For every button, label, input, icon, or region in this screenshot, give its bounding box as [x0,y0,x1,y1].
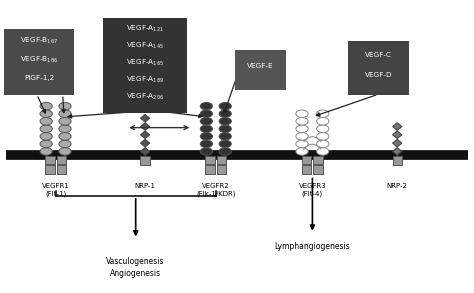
Text: VEGF-A$_{165}$: VEGF-A$_{165}$ [126,58,164,68]
Text: VEGF-A$_{145}$: VEGF-A$_{145}$ [126,41,164,51]
Polygon shape [140,115,150,122]
FancyBboxPatch shape [348,41,409,96]
Text: NRP-2: NRP-2 [387,183,408,189]
Circle shape [40,140,52,148]
FancyBboxPatch shape [235,50,286,90]
Circle shape [200,102,212,110]
FancyBboxPatch shape [392,156,402,165]
Circle shape [40,102,52,110]
Circle shape [59,110,71,117]
Text: VEGF-B$_{167}$: VEGF-B$_{167}$ [20,36,58,47]
Circle shape [296,110,308,117]
Circle shape [296,148,308,155]
Circle shape [219,132,231,140]
FancyBboxPatch shape [205,165,215,174]
Circle shape [200,125,212,132]
FancyBboxPatch shape [313,165,323,174]
Circle shape [317,117,329,125]
Text: VEGF-B$_{186}$: VEGF-B$_{186}$ [20,54,58,65]
Circle shape [296,140,308,148]
Circle shape [59,125,71,132]
FancyBboxPatch shape [313,156,323,164]
Text: Vasculogenesis
Angiogenesis: Vasculogenesis Angiogenesis [107,257,165,277]
Circle shape [200,132,212,140]
Circle shape [200,140,212,148]
Circle shape [296,117,308,125]
Circle shape [317,125,329,132]
FancyBboxPatch shape [302,165,311,174]
Text: PlGF-1,2: PlGF-1,2 [24,75,54,81]
Circle shape [59,148,71,155]
Circle shape [40,148,52,155]
Text: VEGF-A$_{121}$: VEGF-A$_{121}$ [126,24,164,34]
Text: VEGF-E: VEGF-E [247,63,274,69]
Circle shape [59,117,71,125]
Circle shape [59,102,71,110]
Text: VEGFR1
(Flt-1): VEGFR1 (Flt-1) [42,183,70,197]
Text: VEGFR3
(Flt-4): VEGFR3 (Flt-4) [299,183,326,197]
Text: VEGF-C: VEGF-C [365,52,392,57]
FancyBboxPatch shape [217,156,226,164]
Circle shape [59,140,71,148]
Circle shape [317,148,329,155]
Circle shape [59,132,71,140]
FancyBboxPatch shape [140,156,150,165]
Circle shape [219,102,231,110]
Text: VEGF-A$_{189}$: VEGF-A$_{189}$ [126,74,164,85]
Polygon shape [140,139,150,147]
FancyBboxPatch shape [45,156,55,164]
FancyBboxPatch shape [56,156,66,164]
Circle shape [200,117,212,125]
Polygon shape [392,148,402,155]
Circle shape [40,125,52,132]
Circle shape [40,132,52,140]
Circle shape [317,132,329,140]
FancyBboxPatch shape [56,165,66,174]
Text: VEGFR2
(Flk-1/KDR): VEGFR2 (Flk-1/KDR) [196,183,236,197]
Circle shape [317,140,329,148]
Circle shape [219,140,231,148]
Circle shape [219,148,231,155]
Circle shape [40,117,52,125]
Circle shape [317,110,329,117]
FancyBboxPatch shape [205,156,215,164]
Circle shape [200,110,212,117]
Polygon shape [140,123,150,130]
Polygon shape [392,123,402,130]
FancyBboxPatch shape [217,165,226,174]
Circle shape [219,110,231,117]
Circle shape [296,125,308,132]
Circle shape [40,110,52,117]
Polygon shape [140,131,150,139]
Circle shape [219,125,231,132]
Text: NRP-1: NRP-1 [135,183,155,189]
FancyBboxPatch shape [302,156,311,164]
FancyBboxPatch shape [103,18,187,113]
Polygon shape [392,131,402,139]
FancyBboxPatch shape [4,29,74,96]
Polygon shape [392,139,402,147]
FancyBboxPatch shape [45,165,55,174]
Text: VEGF-D: VEGF-D [365,72,392,79]
Circle shape [219,117,231,125]
Text: Lymphangiogenesis: Lymphangiogenesis [274,242,350,251]
Polygon shape [140,148,150,155]
Circle shape [200,148,212,155]
Text: VEGF-A$_{206}$: VEGF-A$_{206}$ [126,91,164,102]
Circle shape [296,132,308,140]
